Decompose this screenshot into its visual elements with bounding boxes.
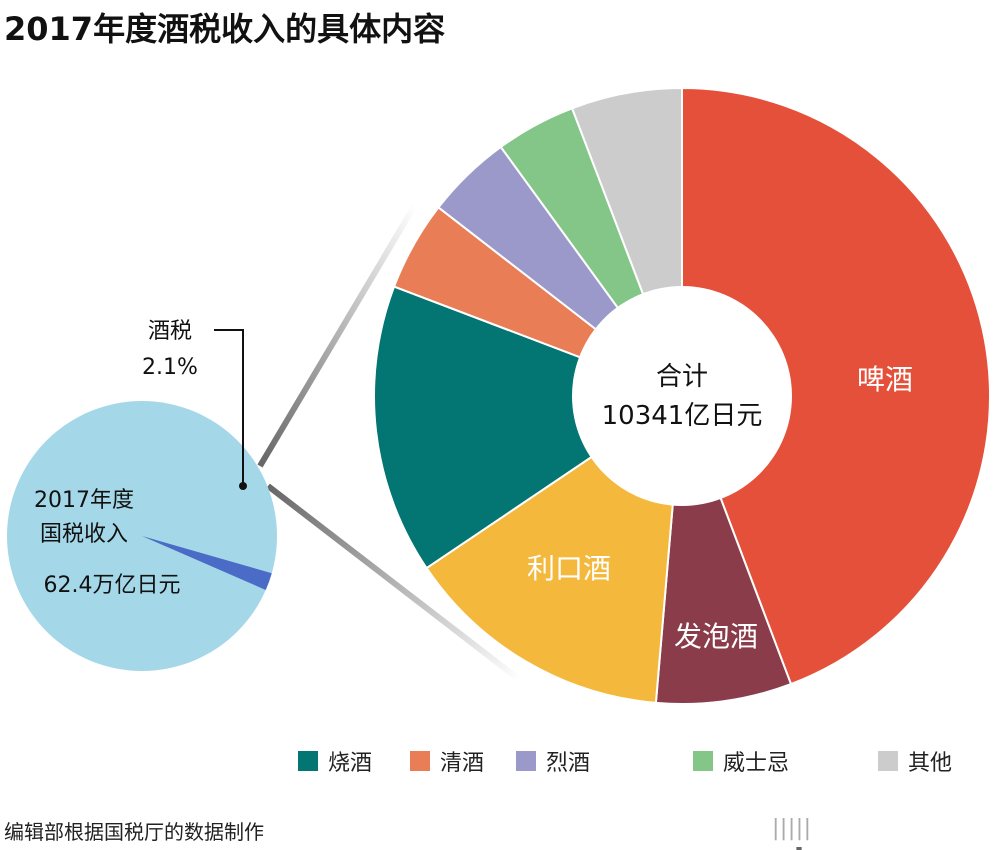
legend-swatch bbox=[298, 751, 318, 771]
legend-swatch bbox=[410, 751, 430, 771]
legend-swatch bbox=[693, 751, 713, 771]
donut-hole bbox=[572, 286, 792, 506]
legend-label: 威士忌 bbox=[723, 751, 790, 776]
legend-item-whisky: 威士忌 bbox=[693, 745, 789, 777]
legend-label: 烈酒 bbox=[546, 751, 591, 776]
slice-label-name: 酒税 bbox=[148, 319, 192, 344]
donut-slice-0 bbox=[681, 86, 991, 686]
legend-label: 烧酒 bbox=[328, 751, 373, 776]
legend-item-shochu: 烧酒 bbox=[298, 745, 372, 777]
pie-center-text: 2017年度 bbox=[34, 488, 134, 513]
slice-label-1: 发泡酒 bbox=[674, 620, 758, 653]
callout-line bbox=[214, 329, 244, 486]
legend-label: 其他 bbox=[908, 751, 953, 776]
donut-center-total: 10341亿日元 bbox=[602, 401, 763, 431]
donut-slice-3 bbox=[373, 285, 685, 570]
legend-item-other: 其他 bbox=[878, 745, 952, 777]
source-note: 编辑部根据国税厅的数据制作 bbox=[4, 820, 264, 844]
pie-slice-liquor-tax bbox=[142, 536, 272, 590]
nippon-logo: ||||| nippon.com bbox=[772, 816, 969, 850]
legend-item-sake: 清酒 bbox=[410, 745, 484, 777]
zoom-line-top bbox=[257, 203, 418, 468]
chart-title: 2017年度酒税收入的具体内容 bbox=[4, 10, 446, 48]
legend-label: 清酒 bbox=[440, 751, 485, 776]
donut-center-title: 合计 bbox=[656, 362, 708, 392]
legend-swatch bbox=[878, 751, 898, 771]
legend-item-spirits: 烈酒 bbox=[516, 745, 590, 777]
slice-label-0: 啤酒 bbox=[857, 363, 913, 396]
pie-center-text: 国税收入 bbox=[40, 522, 128, 547]
zoom-line-bottom bbox=[266, 483, 522, 683]
legend-swatch bbox=[516, 751, 536, 771]
slice-label-2: 利口酒 bbox=[527, 552, 611, 585]
pie-total-text: 62.4万亿日元 bbox=[44, 573, 181, 598]
slice-label-value: 2.1% bbox=[142, 355, 198, 380]
